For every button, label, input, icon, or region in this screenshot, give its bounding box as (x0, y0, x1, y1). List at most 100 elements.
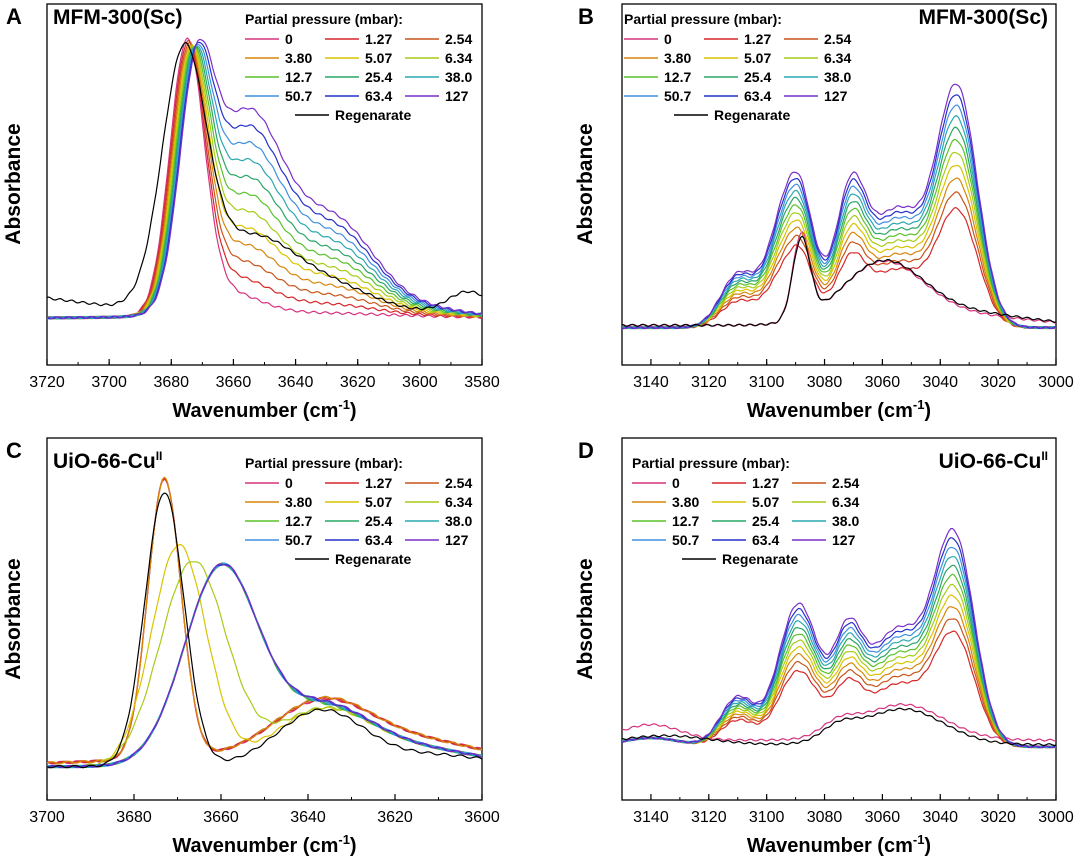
x-tick-label: 3100 (749, 809, 785, 826)
x-tick-label: 3620 (340, 374, 376, 391)
legend-title: Partial pressure (mbar): (624, 11, 782, 27)
y-axis-label: Absorbance (2, 558, 25, 679)
x-axis-label: Wavenumber (cm-1) (172, 832, 356, 857)
y-axis-label: Absorbance (574, 558, 597, 679)
legend-entry: 12.7 (672, 513, 699, 529)
legend-entry: 63.4 (365, 532, 392, 548)
x-tick-label: 3580 (464, 374, 500, 391)
x-tick-label: 3120 (691, 809, 727, 826)
legend-entry: 1.27 (365, 31, 392, 47)
legend-entry: 6.34 (832, 494, 859, 510)
panel-title: MFM-300(Sc) (53, 6, 183, 29)
legend-entry: 50.7 (285, 88, 312, 104)
x-tick-label: 3040 (922, 809, 958, 826)
legend-entry: 127 (832, 532, 856, 548)
series-line-127 (47, 38, 482, 320)
chart-panel-c: C 3700 3680 3660 3640 3620 3600 Absorbance Waven… (2, 437, 500, 857)
series-line-50.7 (622, 546, 1056, 749)
x-tick-label: 3020 (980, 809, 1016, 826)
legend-entry: 12.7 (285, 513, 312, 529)
x-tick-label: 3620 (377, 809, 413, 826)
legend-entry: 127 (824, 88, 848, 104)
panel-label: B (578, 4, 594, 29)
chart-panel-a: A 3720 3700 3680 3660 3640 3620 3600 3580 Absorba… (2, 3, 500, 422)
legend-entry: Regenarate (335, 107, 411, 123)
legend: Partial pressure (mbar): 0 1.27 2.54 3.80 5.0… (245, 455, 472, 567)
curves (622, 527, 1056, 749)
legend-entry: 2.54 (824, 31, 851, 47)
series-line-3.80 (47, 476, 482, 765)
chart-panel-d: D 3140 3120 3100 3080 3060 3040 3020 3000 Absorba… (574, 437, 1074, 857)
legend-entry: 50.7 (664, 88, 691, 104)
legend-title: Partial pressure (mbar): (632, 455, 790, 471)
x-tick-label: 3080 (807, 809, 843, 826)
x-tick-label: 3720 (29, 374, 65, 391)
legend-entry: 6.34 (445, 494, 472, 510)
series-line-2.54 (47, 41, 482, 320)
series-line-0 (622, 703, 1056, 742)
legend-entry: 5.07 (744, 50, 771, 66)
x-tick-label: 3060 (865, 374, 901, 391)
legend-entry: 1.27 (365, 475, 392, 491)
series-line-2.54 (47, 477, 482, 765)
legend-entry: 2.54 (445, 475, 472, 491)
legend-entry: 50.7 (285, 532, 312, 548)
x-tick-label: 3700 (91, 374, 127, 391)
legend-entry: 25.4 (365, 513, 392, 529)
legend-entry: 5.07 (365, 494, 392, 510)
x-tick-label: 3120 (691, 374, 727, 391)
curves (622, 83, 1056, 330)
legend-entry: 0 (672, 475, 680, 491)
legend-entry: 5.07 (752, 494, 779, 510)
legend-entry: 25.4 (365, 69, 392, 85)
legend-entry: 1.27 (752, 475, 779, 491)
x-tick-label: 3060 (865, 809, 901, 826)
legend-entry: 12.7 (664, 69, 691, 85)
panel-title: MFM-300(Sc) (918, 6, 1048, 29)
legend-entry: 2.54 (445, 31, 472, 47)
x-tick-label: 3660 (203, 809, 239, 826)
series-line-regenarate (622, 707, 1056, 747)
legend-entry: 2.54 (832, 475, 859, 491)
panel-title: UiO-66-CuII (939, 449, 1048, 473)
series-line-38.0 (47, 45, 482, 320)
legend-entry: 3.80 (672, 494, 699, 510)
series-line-0 (47, 478, 482, 765)
x-tick-label: 3140 (633, 809, 669, 826)
series-line-63.4 (47, 41, 482, 320)
plot-frame (621, 3, 1057, 366)
x-tick-label: 3040 (922, 374, 958, 391)
series-line-25.4 (47, 46, 482, 320)
curves (47, 37, 482, 320)
legend-entry: 3.80 (285, 50, 312, 66)
x-tick-label: 3640 (278, 374, 314, 391)
legend-entry: 63.4 (365, 88, 392, 104)
legend-entry: 3.80 (285, 494, 312, 510)
series-line-6.34 (47, 45, 482, 320)
x-tick-label: 3660 (216, 374, 252, 391)
legend-entry: 25.4 (752, 513, 779, 529)
series-line-regenarate (622, 235, 1056, 327)
legend-entry: 6.34 (824, 50, 851, 66)
legend: Partial pressure (mbar): 0 1.27 2.54 3.80 5.0… (632, 455, 859, 567)
plot-frame (621, 437, 1057, 801)
series-line-regenarate (47, 41, 482, 311)
legend: Partial pressure (mbar): 0 1.27 2.54 3.80 5.0… (624, 11, 851, 123)
series-line-1.27 (47, 39, 482, 320)
series-line-50.7 (47, 43, 482, 320)
panel-label: C (6, 438, 22, 463)
legend-entry: 3.80 (664, 50, 691, 66)
legend-entry: 127 (445, 88, 469, 104)
series-line-5.07 (47, 44, 482, 320)
legend-entry: 38.0 (824, 69, 851, 85)
panel-title: UiO-66-CuII (53, 449, 162, 473)
legend-entry: 127 (445, 532, 469, 548)
legend-entry: 50.7 (672, 532, 699, 548)
legend-entry: 63.4 (744, 88, 771, 104)
legend-entry: 0 (285, 475, 293, 491)
series-line-regenarate (47, 492, 482, 769)
legend-title: Partial pressure (mbar): (245, 455, 403, 471)
legend-entry: 6.34 (445, 50, 472, 66)
legend-entry: 0 (664, 31, 672, 47)
legend-entry: 5.07 (365, 50, 392, 66)
